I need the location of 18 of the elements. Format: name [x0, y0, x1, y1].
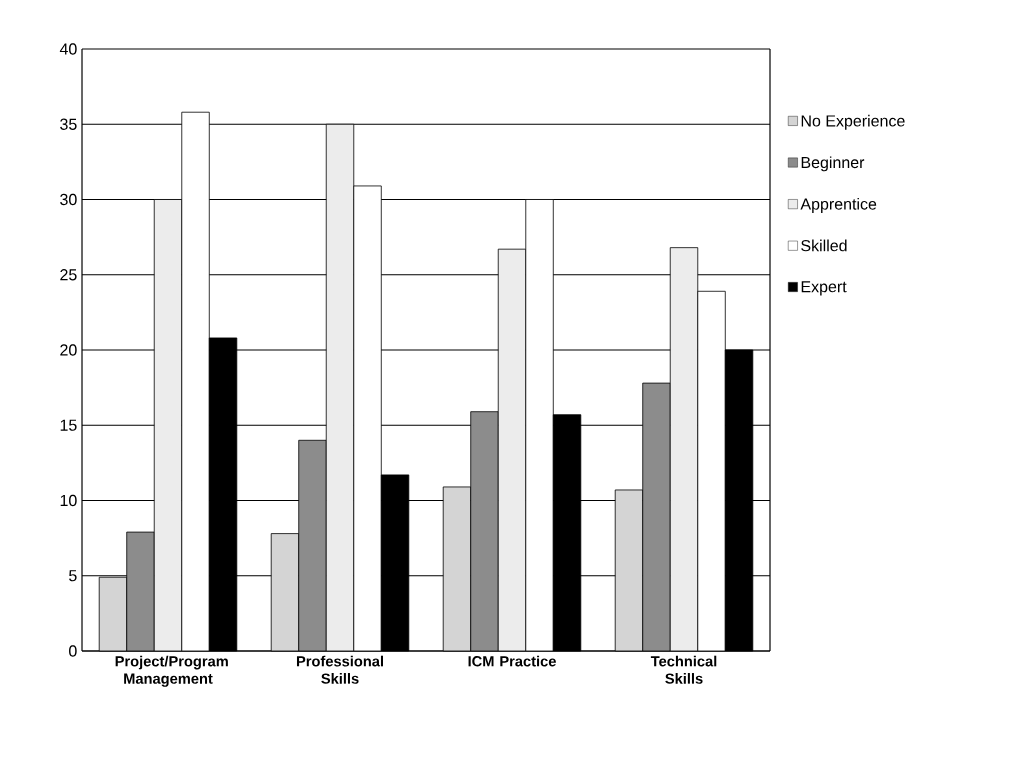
y-tick-label: 0	[69, 645, 77, 657]
x-tick-label: ICM Practice	[468, 655, 556, 667]
x-tick-label: Technical Skills	[650, 655, 717, 684]
y-tick-label: 10	[60, 494, 77, 507]
y-tick-label: 30	[60, 193, 77, 206]
legend-label: No Experience	[801, 114, 905, 130]
y-tick-label: 15	[60, 419, 77, 431]
y-tick-label: 25	[60, 269, 77, 281]
y-tick-label: 40	[59, 43, 77, 55]
y-tick-label: 5	[69, 570, 77, 582]
x-tick-label: Project/Program Management	[115, 655, 228, 687]
legend-label: Beginner	[801, 156, 865, 172]
legend-label: Apprentice	[800, 197, 877, 213]
y-tick-label: 20	[60, 344, 77, 356]
x-tick-label: Professional Skills	[296, 655, 383, 684]
legend-label: Skilled	[801, 239, 847, 252]
legend-label: Expert	[801, 281, 847, 296]
y-tick-label: 35	[60, 118, 77, 130]
